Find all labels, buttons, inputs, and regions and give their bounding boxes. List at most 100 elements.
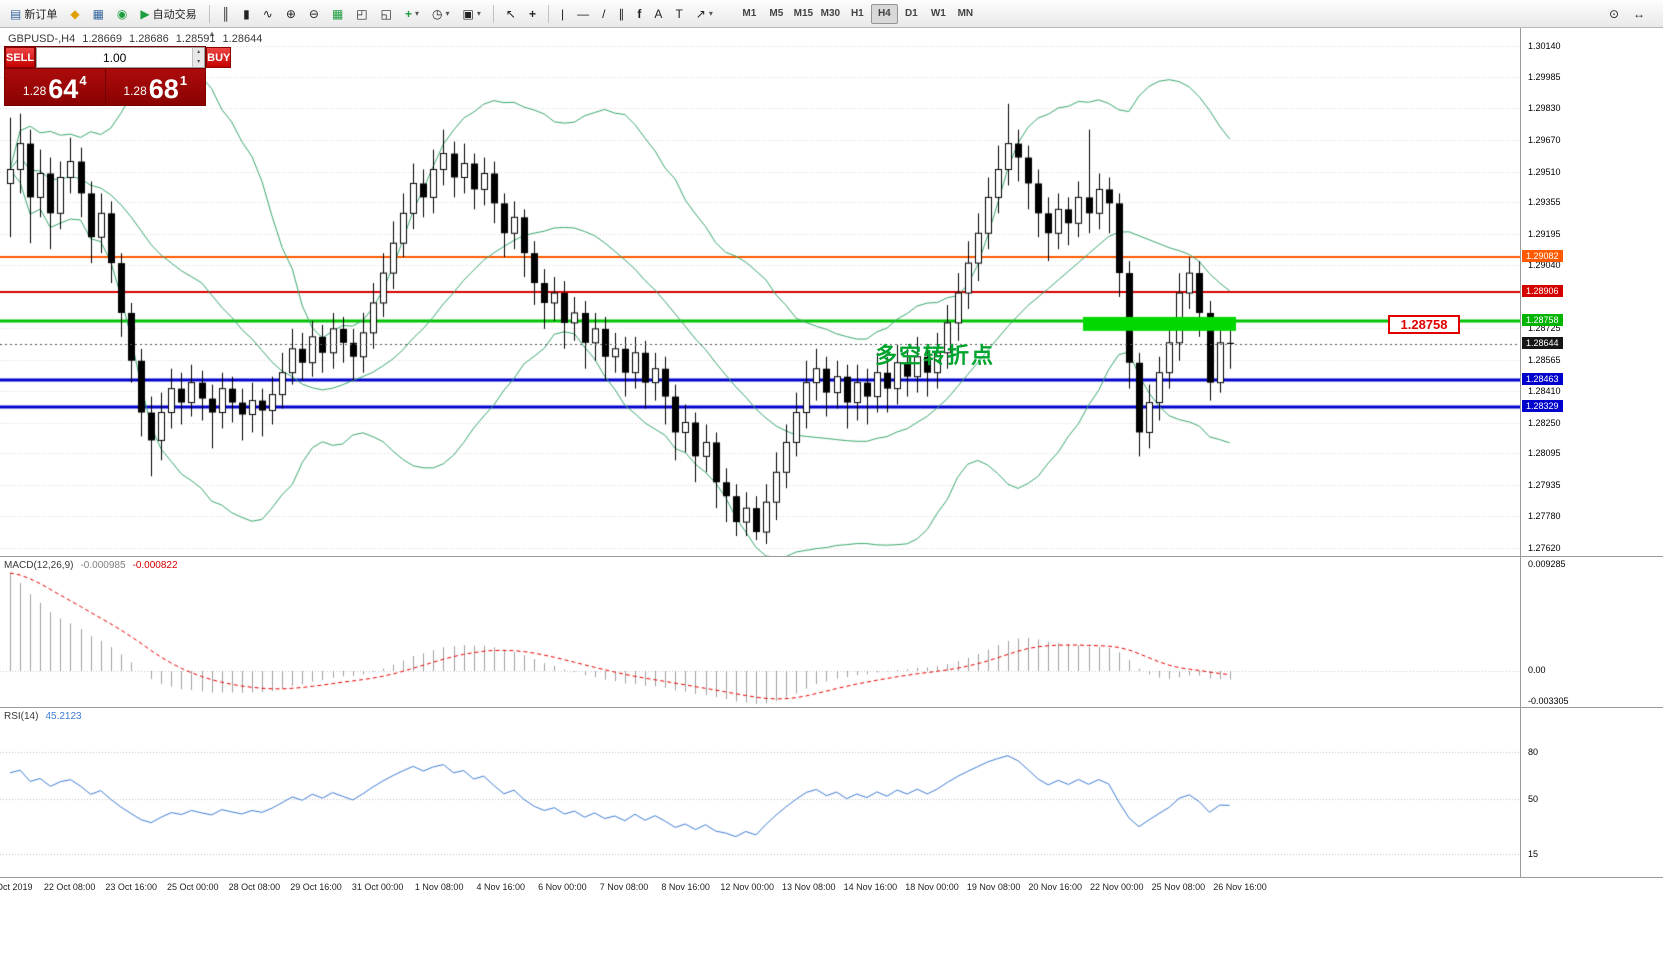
level-badge-orange: 1.29082 [1522,249,1563,262]
trendline-icon: / [602,6,606,21]
sell-price-display[interactable]: 1.28 64 4 [5,69,105,105]
time-axis[interactable]: 21 Oct 2019 22 Oct 08:00 23 Oct 16:00 25 Oc… [0,878,1520,898]
text-icon: A [654,6,663,21]
periods-icon: ◷ [432,6,443,21]
rsi-axis[interactable]: 80 50 15 [1521,708,1663,877]
autotrading-icon: ▶ [140,6,150,21]
level-badge-red: 1.28906 [1522,284,1563,297]
price-axis-label: 1.28725 [1528,322,1561,333]
panel-splitter-macd[interactable] [0,556,1663,557]
panel-splitter-rsi[interactable] [0,707,1663,708]
tile-vertical-icon: ◱ [380,6,392,21]
bar-chart-button[interactable]: ║ [216,3,237,25]
timeframe-w1[interactable]: W1 [925,4,952,24]
autotrading-button[interactable]: ▶ 自动交易 [134,3,202,25]
timeframe-h1[interactable]: H1 [844,4,871,24]
volume-down-button[interactable]: ▾ [193,57,205,67]
zoom-out-button[interactable]: ⊖ [303,3,325,25]
label-icon: T [675,6,683,21]
macd-canvas[interactable] [0,557,1520,707]
timeframe-m15[interactable]: M15 [790,4,817,24]
buy-button[interactable]: BUY [206,47,232,68]
indicators-button[interactable]: + ▾ [399,3,425,25]
rsi-axis-label: 15 [1528,848,1539,859]
time-axis-label: 28 Oct 08:00 [228,882,281,892]
candlestick-chart-button[interactable]: ▮ [237,3,256,25]
price-axis[interactable]: 1.30140 1.29985 1.29830 1.29670 1.29510 1.293… [1521,28,1663,556]
arrow-dropdown-icon: ▾ [708,8,713,18]
chart-shift-marker[interactable]: ▲ [208,29,216,38]
price-axis-label: 1.29510 [1528,166,1561,177]
macd-name: MACD(12,26,9) [4,560,74,571]
fibonacci-button[interactable]: f [631,3,647,25]
time-axis-label: 21 Oct 2019 [0,882,33,892]
time-axis-label: 8 Nov 16:00 [661,882,710,892]
time-axis-label: 31 Oct 00:00 [351,882,404,892]
tile-vertical-button[interactable]: ◱ [375,3,398,25]
new-order-button[interactable]: ▤ 新订单 [4,3,63,25]
rsi-axis-label: 50 [1528,794,1539,804]
horizontal-line-button[interactable]: — [571,3,595,25]
chart-scroll-button[interactable]: ↔ [1627,3,1651,25]
search-button[interactable]: ⊙ [1603,3,1625,25]
timeframe-d1[interactable]: D1 [898,4,925,24]
ohlc-close: 1.28644 [222,33,263,45]
toolbar: ▤ 新订单 ◆ ▦ ◉ ▶ 自动交易 ║ ▮ ∿ ⊕ ⊖ [0,0,1663,28]
timeframe-mn[interactable]: MN [952,4,979,24]
symbol-header: GBPUSD-,H4 1.28669 1.28686 1.28591 1.286… [8,33,262,45]
timeframe-h4[interactable]: H4 [870,3,898,24]
price-axis-label: 1.28410 [1528,385,1561,396]
toolbar-separator [492,4,494,23]
market-watch-button[interactable]: ▦ [87,3,110,25]
time-axis-label: 20 Nov 16:00 [1028,882,1082,892]
tile-windows-button[interactable]: ▦ [326,3,349,25]
timeframe-toolbar: M1 M5 M15 M30 H1 H4 D1 W1 MN [736,3,979,24]
one-click-trading-panel: SELL ▴ ▾ BUY 1.28 64 4 1.28 [4,46,232,106]
search-icon: ⊙ [1608,6,1619,21]
macd-value-signal: -0.000822 [132,560,178,571]
time-axis-label: 23 Oct 16:00 [105,882,157,892]
time-axis-label: 4 Nov 16:00 [476,882,526,892]
rsi-canvas[interactable] [0,708,1520,877]
label-button[interactable]: T [669,3,688,25]
periods-button[interactable]: ◷ ▾ [426,3,456,25]
time-axis-label: 6 Nov 00:00 [538,882,587,892]
price-axis-label: 1.29195 [1528,229,1561,240]
fibonacci-icon: f [637,6,642,21]
sell-button[interactable]: SELL [5,47,36,68]
volume-up-button[interactable]: ▴ [193,48,205,58]
timeframe-m5[interactable]: M5 [763,4,790,24]
cursor-button[interactable]: ↖ [500,3,522,25]
timeframe-m30[interactable]: M30 [817,4,844,24]
rsi-panel: RSI(14) 45.2123 80 50 15 [0,708,1663,877]
refresh-button[interactable]: ◉ [111,3,133,25]
crosshair-button[interactable]: + [523,3,542,25]
timeframe-m1[interactable]: M1 [736,4,763,24]
time-axis-label: 12 Nov 00:00 [720,882,774,892]
line-chart-button[interactable]: ∿ [257,3,279,25]
macd-axis[interactable]: 0.009285 0.00 -0.003305 [1521,557,1663,707]
macd-axis-label: 0.00 [1528,665,1546,675]
time-axis-label: 14 Nov 16:00 [843,882,898,892]
level-badge-green: 1.28758 [1522,314,1563,327]
text-button[interactable]: A [648,3,668,25]
buy-price-big: 68 [148,74,179,104]
main-chart-panel: ▲ GBPUSD-,H4 1.28669 1.28686 1.28591 1.2… [0,28,1663,556]
refresh-icon: ◉ [116,6,128,21]
cascade-windows-button[interactable]: ◰ [350,3,373,25]
cursor-icon: ↖ [505,6,516,21]
buy-price-pip: 1 [179,73,188,88]
template-button[interactable]: ▣ ▾ [457,3,487,25]
channel-button[interactable]: ∥ [612,3,630,25]
trendline-button[interactable]: / [596,3,611,25]
trade-panel-top-row: SELL ▴ ▾ BUY [5,47,232,68]
arrow-tool-button[interactable]: ↗ ▾ [690,3,719,25]
vertical-line-button[interactable]: | [555,3,570,25]
metaeditor-button[interactable]: ◆ [64,3,85,25]
price-chart-canvas[interactable] [0,28,1520,556]
horizontal-line-icon: — [577,6,590,21]
zoom-in-button[interactable]: ⊕ [280,3,302,25]
volume-input[interactable] [37,48,193,67]
buy-price-display[interactable]: 1.28 68 1 [105,69,205,105]
new-order-icon: ▤ [10,6,22,21]
